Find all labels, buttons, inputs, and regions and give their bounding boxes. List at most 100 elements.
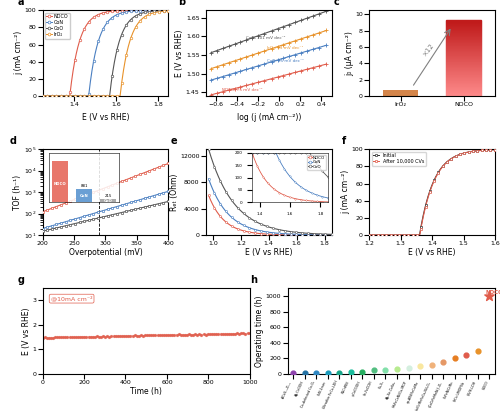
Bar (446, 56, 481, 57)
Bar (446, 88, 481, 89)
Point (358, 369, 366, 375)
Point (428, 361, 436, 368)
X-axis label: Overpotential (mV): Overpotential (mV) (68, 248, 142, 257)
Bar (446, 66, 481, 67)
Bar (446, 45, 481, 46)
Text: g: g (18, 275, 24, 285)
Bar (446, 28, 481, 29)
Y-axis label: E (V vs RHE): E (V vs RHE) (176, 30, 184, 77)
Bar (446, 84, 481, 85)
Bar (446, 67, 481, 68)
Bar (446, 48, 481, 49)
Bar (446, 85, 481, 86)
Bar (446, 71, 481, 72)
Bar (446, 53, 481, 54)
Bar (384, 90, 418, 96)
Bar (446, 83, 481, 84)
X-axis label: E (V vs RHE): E (V vs RHE) (245, 248, 292, 257)
Bar (446, 68, 481, 69)
Text: h: h (250, 275, 257, 285)
X-axis label: E (V vs RHE): E (V vs RHE) (82, 113, 129, 122)
Bar (446, 47, 481, 48)
Bar (446, 61, 481, 62)
Bar (446, 23, 481, 24)
Text: @10mA cm⁻²: @10mA cm⁻² (51, 296, 92, 302)
Text: CoN, 85 mV dec⁻¹: CoN, 85 mV dec⁻¹ (266, 59, 304, 63)
Point (347, 369, 355, 376)
Point (336, 369, 344, 376)
Text: e: e (170, 136, 177, 146)
Bar (446, 69, 481, 70)
Bar (446, 86, 481, 87)
Bar (446, 42, 481, 43)
Bar (446, 33, 481, 34)
Bar (446, 25, 481, 26)
Bar (446, 76, 481, 77)
X-axis label: E (V vs RHE): E (V vs RHE) (408, 248, 456, 257)
Bar (446, 75, 481, 76)
Y-axis label: j (mA cm⁻²): j (mA cm⁻²) (341, 170, 350, 214)
Y-axis label: E (V vs RHE): E (V vs RHE) (22, 307, 31, 355)
Bar (446, 29, 481, 30)
Bar (446, 22, 481, 23)
Bar (446, 46, 481, 47)
Text: NDCO, 75 mV dec⁻¹: NDCO, 75 mV dec⁻¹ (222, 88, 262, 92)
Bar (446, 73, 481, 74)
Bar (446, 72, 481, 73)
Y-axis label: TOF (h⁻¹): TOF (h⁻¹) (14, 175, 22, 210)
Text: b: b (178, 0, 186, 7)
Legend: Initial, After 10,000 CVs: Initial, After 10,000 CVs (372, 152, 426, 166)
Bar (446, 34, 481, 35)
Text: c: c (334, 0, 340, 7)
Bar (446, 54, 481, 55)
Point (439, 359, 447, 366)
Text: d: d (10, 136, 17, 146)
Bar (446, 44, 481, 45)
Y-axis label: j (mA cm⁻²): j (mA cm⁻²) (14, 31, 23, 75)
Bar (446, 64, 481, 65)
Point (312, 370, 320, 376)
Text: CoO, 101 mV dec⁻¹: CoO, 101 mV dec⁻¹ (246, 36, 285, 40)
Bar (446, 40, 481, 41)
Bar (446, 81, 481, 82)
Bar (446, 43, 481, 44)
Y-axis label: j₀ (μA cm⁻²): j₀ (μA cm⁻²) (345, 31, 354, 76)
Point (450, 355, 458, 362)
Bar (446, 93, 481, 94)
Text: NDCO: NDCO (486, 291, 500, 296)
Bar (446, 32, 481, 33)
Bar (446, 37, 481, 38)
Bar (446, 50, 481, 51)
X-axis label: log (j (mA cm⁻²)): log (j (mA cm⁻²)) (236, 113, 301, 122)
Bar (446, 70, 481, 71)
Bar (446, 49, 481, 50)
Point (301, 370, 309, 376)
Bar (446, 30, 481, 31)
Point (393, 365, 401, 372)
Point (462, 351, 470, 358)
Bar (446, 82, 481, 83)
Bar (446, 51, 481, 52)
Bar (446, 35, 481, 36)
Bar (446, 20, 481, 21)
Bar (446, 21, 481, 22)
Legend: NDCO, CoN, CoO, IrO₂: NDCO, CoN, CoO, IrO₂ (45, 13, 70, 39)
Bar (446, 41, 481, 42)
Bar (446, 24, 481, 25)
Point (324, 369, 332, 376)
Text: ×12: ×12 (421, 42, 434, 58)
Bar (446, 55, 481, 56)
Bar (446, 77, 481, 78)
Bar (446, 65, 481, 66)
Text: IrO₂, 93 mV dec⁻¹: IrO₂, 93 mV dec⁻¹ (266, 46, 303, 50)
Bar (446, 74, 481, 75)
Bar (446, 59, 481, 60)
Point (290, 370, 298, 376)
Bar (446, 91, 481, 92)
Bar (446, 39, 481, 40)
Bar (446, 94, 481, 95)
Point (485, 293, 493, 299)
Bar (446, 31, 481, 32)
Bar (446, 57, 481, 58)
Bar (446, 87, 481, 88)
